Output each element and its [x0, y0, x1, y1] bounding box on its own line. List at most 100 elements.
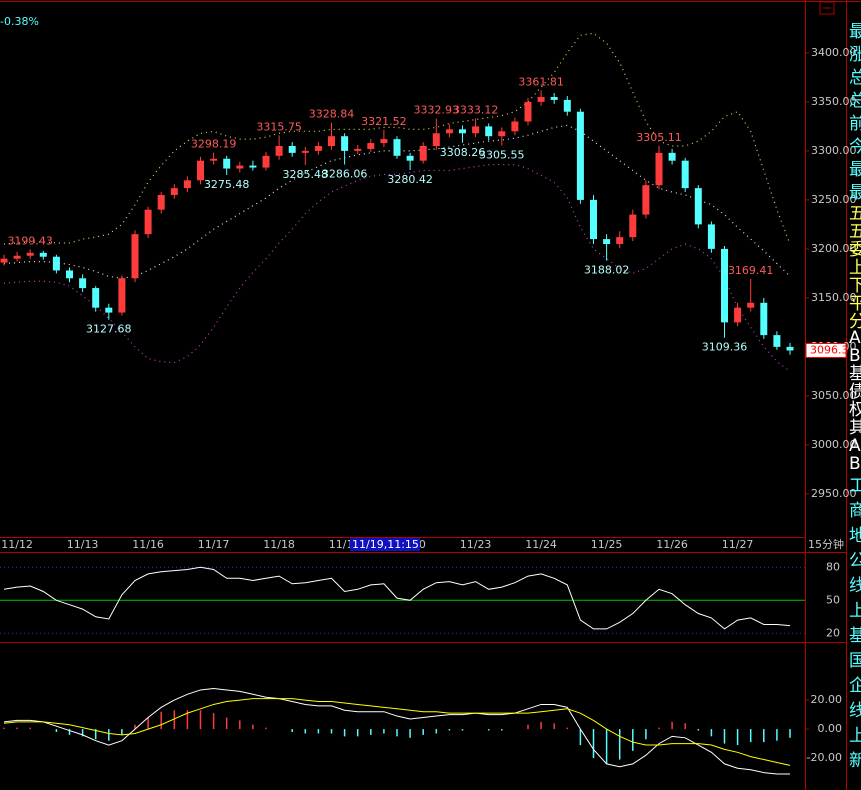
period-icon[interactable]: [819, 1, 835, 15]
candle-body: [707, 224, 715, 249]
candle-body: [157, 194, 165, 210]
candle-body: [681, 160, 689, 189]
candle-body: [380, 139, 388, 144]
side-panel-text: 上: [849, 726, 861, 746]
low-label: 3109.36: [702, 341, 748, 354]
macd-dif-line: [3, 687, 790, 775]
side-panel-text: 上: [849, 601, 861, 621]
side-panel-text: 工: [849, 476, 861, 496]
y-tick-label: 3400.00: [811, 46, 857, 59]
candle-body: [197, 160, 204, 181]
low-label: 3308.26: [440, 146, 486, 159]
high-label: 3328.84: [309, 108, 355, 121]
candle-body: [616, 237, 624, 244]
candle-body: [144, 209, 152, 235]
y-tick-label: 2950.00: [811, 487, 857, 500]
candle-body: [262, 155, 270, 168]
candle-body: [13, 255, 21, 259]
y-tick-label: 3200.00: [811, 242, 857, 255]
side-panel-text: 商: [849, 501, 861, 521]
side-panel-text: 新: [849, 751, 861, 771]
side-panel-text: 线: [849, 701, 861, 721]
last-price-box: [805, 342, 847, 358]
candle-body: [79, 278, 87, 289]
candle-body: [118, 278, 126, 313]
side-panel-text: 权: [849, 400, 861, 420]
candle-body: [629, 214, 637, 238]
low-label: 3188.02: [584, 264, 630, 277]
candle-body: [367, 143, 375, 149]
side-panel-text: 前: [849, 114, 861, 134]
high-label: 3315.75: [256, 120, 302, 133]
change-label: -0.38%: [0, 15, 39, 28]
y-tick-label: -20.00: [807, 751, 842, 764]
cursor-label: 11/19,11:15: [352, 538, 419, 551]
candle-body: [760, 302, 768, 336]
candle-body: [734, 307, 742, 323]
candle-body: [354, 148, 362, 151]
y-tick-label: 3250.00: [811, 193, 857, 206]
high-label: 3321.52: [361, 115, 407, 128]
side-panel-text: 国: [849, 651, 861, 671]
candle-body: [52, 256, 60, 271]
candle-body: [668, 152, 676, 161]
candle-body: [419, 145, 427, 161]
low-label: 3280.42: [387, 173, 433, 186]
candle-body: [576, 111, 584, 200]
x-tick-label: 11/12: [1, 538, 33, 551]
candle-body: [393, 139, 401, 156]
y-tick-label: 0.00: [818, 722, 843, 735]
candle-body: [721, 248, 728, 323]
band-line: [3, 32, 791, 245]
high-label: 3169.41: [728, 264, 774, 277]
candle-body: [550, 97, 558, 100]
candle-body: [524, 101, 532, 122]
side-panel-text: 总: [849, 68, 861, 88]
x-tick-label: 11/13: [67, 538, 99, 551]
side-panel-text: 总: [849, 91, 861, 111]
side-panel-text: A: [849, 328, 861, 348]
candle-body: [537, 97, 545, 102]
band-line: [3, 164, 791, 372]
candle-body: [511, 121, 519, 132]
y-tick-label: 3000.00: [811, 438, 857, 451]
candle-body: [26, 252, 34, 256]
side-panel-text: 企: [849, 676, 861, 696]
low-label: 3275.48: [204, 178, 250, 191]
candle-body: [406, 155, 414, 161]
y-tick-label: 20: [826, 626, 840, 639]
candle-body: [786, 346, 794, 351]
high-label: 3298.19: [191, 138, 237, 151]
side-panel-text: 债: [849, 382, 861, 402]
x-tick-label: 11/23: [460, 538, 492, 551]
candle-body: [432, 133, 440, 146]
candle-body: [314, 145, 322, 151]
x-tick-label: 11/24: [525, 538, 557, 551]
cursor-box: [350, 538, 420, 551]
side-panel-text: 五: [849, 204, 861, 224]
side-panel-text: B: [849, 346, 861, 366]
candle-body: [773, 335, 781, 347]
side-panel-text: B: [849, 454, 861, 474]
candle-body: [563, 99, 571, 112]
side-panel-text: 下: [849, 276, 861, 296]
x-tick-label: 11/17: [198, 538, 230, 551]
side-panel-text: 公: [849, 551, 861, 571]
candle-body: [655, 152, 663, 186]
high-label: 3332.93: [414, 104, 460, 117]
side-panel-text: 基: [849, 626, 861, 646]
low-label: 3286.06: [322, 168, 368, 181]
side-panel-text: 最: [849, 183, 861, 203]
side-panel-text: 最: [849, 160, 861, 180]
side-panel-text: 涨: [849, 45, 861, 65]
candle-body: [498, 131, 506, 137]
candle-body: [249, 165, 257, 168]
low-label: 3305.55: [479, 148, 525, 161]
side-panel-text: 线: [849, 576, 861, 596]
candle-body: [747, 302, 755, 308]
rsi-line: [3, 566, 791, 630]
candle-body: [301, 150, 309, 153]
